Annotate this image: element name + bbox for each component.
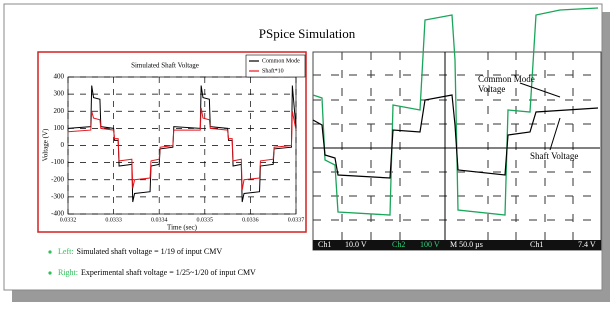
bullet-text: Right:Experimental shaft voltage = 1/25~… (58, 268, 256, 277)
legend-label: Shaft*10 (262, 67, 284, 74)
bullet-dot (48, 271, 51, 274)
x-axis-label: Time (sec) (167, 224, 198, 232)
y-tick-label: 300 (54, 90, 65, 98)
y-tick-label: 0 (61, 141, 65, 149)
y-tick-label: -300 (51, 192, 64, 200)
bullet-text: Left:Simulated shaft voltage = 1/19 of i… (58, 247, 222, 256)
bullet-body: Experimental shaft voltage = 1/25~1/20 o… (81, 268, 256, 277)
bullet-label: Right: (58, 268, 78, 277)
scope-annotation: Shaft Voltage (530, 151, 578, 161)
x-tick-label: 0.0332 (60, 217, 77, 223)
scope-annotation-line: Voltage (478, 84, 505, 94)
y-tick-label: -100 (51, 158, 64, 166)
scope-status-label: 100 V (420, 240, 440, 249)
bullet-label: Left: (58, 247, 74, 256)
scope-status-label: Ch1 (318, 240, 331, 249)
x-tick-label: 0.0337 (288, 217, 305, 223)
y-tick-label: 100 (54, 124, 65, 132)
bullet-dot (48, 250, 51, 253)
x-tick-label: 0.0334 (151, 217, 168, 223)
y-tick-label: -200 (51, 175, 64, 183)
x-tick-label: 0.0335 (197, 217, 214, 223)
y-tick-label: 400 (54, 73, 65, 81)
slide-title: PSpice Simulation (259, 26, 356, 41)
y-axis-label: Voltage (V) (42, 128, 50, 161)
y-tick-label: 200 (54, 107, 65, 115)
bullet-body: Simulated shaft voltage = 1/19 of input … (77, 247, 223, 256)
scope-status-label: Ch2 (392, 240, 405, 249)
x-tick-label: 0.0336 (242, 217, 259, 223)
slide: PSpice Simulation Simulated Shaft Voltag… (0, 0, 615, 307)
scope-status-label: 10.0 V (345, 240, 367, 249)
legend-label: Common Mode (262, 58, 300, 64)
scope-status-label: M 50.0 µs (450, 240, 483, 249)
chart-frame (38, 52, 306, 232)
scope-status-label: Ch1 (530, 240, 543, 249)
x-tick-label: 0.0333 (105, 217, 122, 223)
scope-status-label: 7.4 V (578, 240, 596, 249)
scope-annotation-line: Common Mode (478, 74, 535, 84)
chart-title: Simulated Shaft Voltage (131, 62, 199, 70)
